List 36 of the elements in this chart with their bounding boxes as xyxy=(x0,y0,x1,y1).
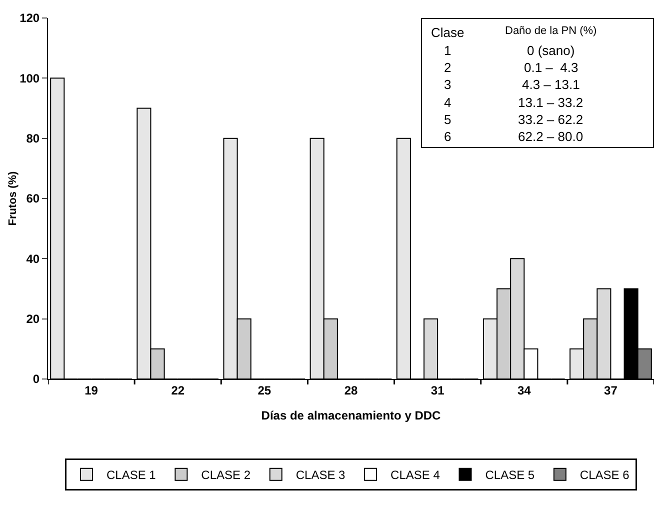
x-tick-label: 37 xyxy=(604,383,618,398)
annotation: 6 xyxy=(444,129,452,144)
legend-label: CLASE 5 xyxy=(485,468,535,482)
annotation: 33.2 – 62.2 xyxy=(518,112,584,127)
annotation: 0 (sano) xyxy=(527,43,575,58)
x-tick-label: 22 xyxy=(171,383,185,398)
y-tick-label: 100 xyxy=(20,71,40,86)
annotation: Clase xyxy=(431,25,464,40)
y-tick-label: 0 xyxy=(32,372,40,386)
x-axis-title: Días de almacenamiento y DDC xyxy=(261,408,442,422)
x-tick-label: 28 xyxy=(344,383,358,398)
annotation: 2 xyxy=(444,60,452,75)
legend-label: CLASE 1 xyxy=(106,468,156,482)
annotation: 0.1 – 4.3 xyxy=(524,60,578,75)
x-tick-label: 31 xyxy=(430,383,445,398)
annotation: 62.2 – 80.0 xyxy=(518,129,584,144)
legend-label: CLASE 6 xyxy=(580,468,630,482)
annotation: 3 xyxy=(444,77,452,92)
legend-label: CLASE 2 xyxy=(201,468,251,482)
y-tick-label: 80 xyxy=(26,132,40,146)
legend-label: CLASE 3 xyxy=(296,468,346,482)
x-tick-label: 25 xyxy=(258,383,272,398)
x-tick-label: 34 xyxy=(517,383,532,398)
y-tick-label: 60 xyxy=(26,192,40,206)
y-tick-label: 20 xyxy=(26,312,40,326)
y-tick-label: 40 xyxy=(26,252,40,266)
y-axis-title: Frutos (%) xyxy=(7,170,19,226)
legend-label: CLASE 4 xyxy=(390,468,440,482)
annotation: 1 xyxy=(444,43,452,58)
annotation: 13.1 – 33.2 xyxy=(518,95,584,110)
annotation: 5 xyxy=(444,112,452,127)
x-tick-label: 19 xyxy=(84,383,98,398)
annotation: 4.3 – 13.1 xyxy=(522,77,580,92)
annotation: 4 xyxy=(444,95,452,110)
y-tick-label: 120 xyxy=(20,11,40,26)
annotation: Daño de la PN (%) xyxy=(505,25,597,37)
